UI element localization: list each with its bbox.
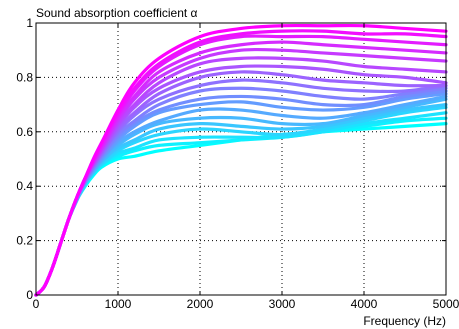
y-tick-labels: 0 0.2 0.4 0.6 0.8 1: [16, 16, 446, 302]
data-series: [34, 23, 448, 297]
x-tick-label: 4000: [351, 297, 378, 311]
y-tick-label: 0.2: [16, 234, 33, 248]
series-line-4: [34, 105, 448, 297]
y-tick-label: 0.6: [16, 125, 33, 139]
plot-frame-rect: [35, 22, 447, 296]
y-axis-label: Sound absorption coefficient α: [36, 6, 198, 20]
x-tick-labels: 0 1000 2000 3000 4000 5000: [33, 23, 459, 311]
y-tick-label: 0.4: [16, 179, 33, 193]
series-line-12: [34, 70, 448, 297]
y-tick-label: 0.8: [16, 70, 33, 84]
x-tick-label: 2000: [187, 297, 214, 311]
plot-frame: [35, 22, 447, 296]
series-line-2: [34, 116, 448, 297]
x-tick-label: 0: [33, 297, 40, 311]
x-axis-label: Frequency (Hz): [363, 314, 446, 328]
x-tick-label: 3000: [269, 297, 296, 311]
series-line-19: [34, 23, 448, 297]
x-tick-label: 5000: [433, 297, 459, 311]
x-tick-label: 1000: [105, 297, 132, 311]
series-line-14: [34, 56, 448, 297]
y-tick-label: 1: [26, 16, 33, 30]
y-tick-label: 0: [26, 288, 33, 302]
